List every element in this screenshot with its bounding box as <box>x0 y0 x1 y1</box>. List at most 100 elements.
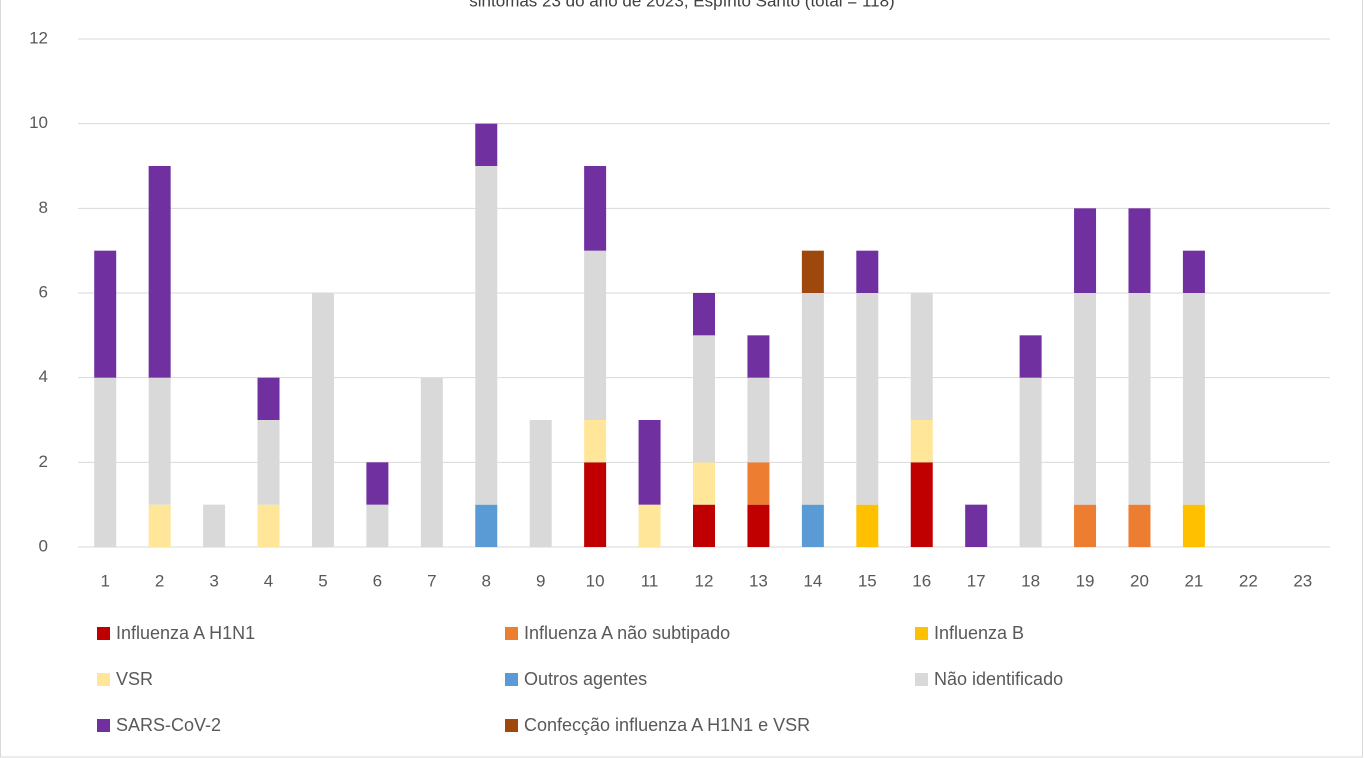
x-tick-label: 16 <box>912 571 931 590</box>
bar-segment <box>1074 293 1097 505</box>
x-tick-label: 13 <box>749 571 768 590</box>
x-tick-label: 1 <box>100 571 109 590</box>
legend-swatch <box>915 673 928 686</box>
bar-segment <box>856 293 879 505</box>
bar-segment <box>693 293 715 336</box>
bar-segment <box>203 504 226 547</box>
legend-swatch <box>97 673 110 686</box>
y-tick-label: 2 <box>39 452 48 471</box>
x-tick-label: 9 <box>536 571 545 590</box>
x-tick-label: 18 <box>1021 571 1040 590</box>
x-tick-label: 7 <box>427 571 436 590</box>
bar-segment <box>475 166 498 505</box>
bar-segment <box>1182 293 1205 505</box>
bar-segment <box>584 250 607 420</box>
bar-segment <box>475 504 498 547</box>
x-tick-label: 4 <box>264 571 273 590</box>
x-tick-label: 20 <box>1130 571 1149 590</box>
x-tick-label: 5 <box>318 571 327 590</box>
x-tick-label: 17 <box>967 571 986 590</box>
legend-swatch <box>505 719 518 732</box>
bar-segment <box>638 504 661 547</box>
bar-segment <box>1128 293 1151 505</box>
legend-swatch <box>97 627 110 640</box>
legend-label: Confecção influenza A H1N1 e VSR <box>524 715 810 735</box>
legend-swatch <box>915 627 928 640</box>
legend-swatch <box>97 719 110 732</box>
legend-swatch <box>505 627 518 640</box>
legend-label: VSR <box>116 669 153 689</box>
bar-segment <box>801 250 824 293</box>
bar-segment <box>584 166 607 251</box>
bar-segment <box>801 504 824 547</box>
x-tick-label: 14 <box>803 571 822 590</box>
legend-swatch <box>505 673 518 686</box>
x-tick-label: 6 <box>373 571 382 590</box>
bar-segment <box>693 504 715 547</box>
bar-segment <box>1019 335 1042 378</box>
bar-segment <box>693 335 715 463</box>
legend-label: Outros agentes <box>524 669 647 689</box>
bar-segment <box>584 462 607 547</box>
bar-segment <box>475 123 498 166</box>
x-tick-label: 3 <box>209 571 218 590</box>
bar-segment <box>910 462 933 547</box>
bar-segment <box>638 420 661 505</box>
y-tick-label: 8 <box>39 198 48 217</box>
bar-segment <box>148 504 171 547</box>
chart-title: sintomas 23 do ano de 2023, Espírito San… <box>469 0 894 10</box>
x-tick-label: 8 <box>482 571 491 590</box>
bar-segment <box>693 462 715 505</box>
x-tick-label: 21 <box>1184 571 1203 590</box>
bar-segment <box>257 377 280 420</box>
bar-segment <box>1182 250 1205 293</box>
bar-segment <box>801 293 824 505</box>
legend-label: Influenza A H1N1 <box>116 623 255 643</box>
bar-segment <box>856 250 879 293</box>
bar-segment <box>1074 504 1097 547</box>
legend-label: Não identificado <box>934 669 1063 689</box>
bar-segment <box>420 377 443 547</box>
y-tick-label: 0 <box>39 536 48 555</box>
x-tick-label: 15 <box>858 571 877 590</box>
x-tick-label: 2 <box>155 571 164 590</box>
x-tick-label: 10 <box>586 571 605 590</box>
bar-segment <box>965 504 988 547</box>
bar-segment <box>910 293 933 420</box>
y-tick-label: 12 <box>29 28 48 47</box>
bar-segment <box>94 250 117 378</box>
y-tick-label: 4 <box>39 367 48 386</box>
bar-segment <box>94 377 117 547</box>
bar-segment <box>366 462 389 505</box>
x-tick-label: 19 <box>1076 571 1095 590</box>
x-tick-label: 11 <box>641 571 659 590</box>
bar-segment <box>1074 208 1097 293</box>
bar-segment <box>747 377 770 463</box>
bar-segment <box>366 504 389 547</box>
bar-segment <box>1182 504 1205 547</box>
y-tick-label: 6 <box>39 282 48 301</box>
bar-segment <box>747 335 770 378</box>
x-tick-label: 12 <box>695 571 714 590</box>
bar-segment <box>1128 504 1151 547</box>
bar-segment <box>148 166 171 378</box>
bar-segment <box>529 420 552 547</box>
bar-segment <box>257 420 280 505</box>
bar-segment <box>311 293 334 547</box>
bar-segment <box>910 420 933 463</box>
x-tick-label: 23 <box>1293 571 1312 590</box>
legend-label: Influenza B <box>934 623 1024 643</box>
x-tick-label: 22 <box>1239 571 1258 590</box>
y-tick-label: 10 <box>29 113 48 132</box>
bar-segment <box>747 462 770 505</box>
bar-segment <box>1019 377 1042 547</box>
bar-segment <box>856 504 879 547</box>
bar-segment <box>584 420 607 463</box>
bar-segment <box>148 377 171 505</box>
legend-label: SARS-CoV-2 <box>116 715 221 735</box>
bar-segment <box>1128 208 1151 293</box>
legend-label: Influenza A não subtipado <box>524 623 730 643</box>
bar-segment <box>747 504 770 547</box>
